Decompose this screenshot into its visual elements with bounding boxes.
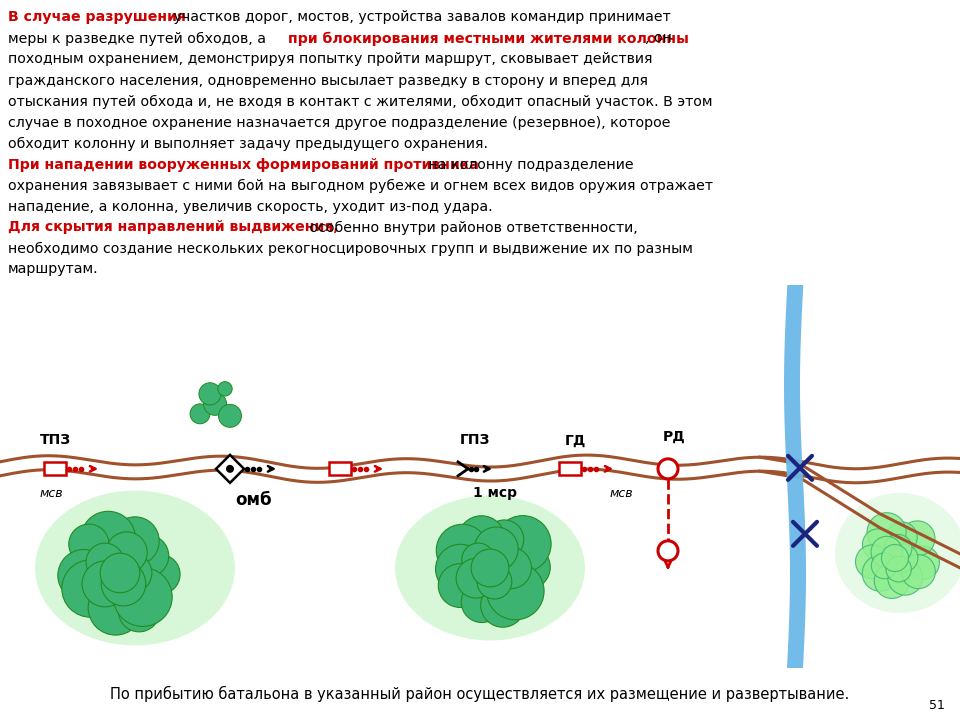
Text: 51: 51 <box>929 699 945 712</box>
Circle shape <box>219 405 242 427</box>
Text: В случае разрушения: В случае разрушения <box>8 11 186 24</box>
Circle shape <box>658 459 678 479</box>
Circle shape <box>658 541 678 561</box>
Text: ГПЗ: ГПЗ <box>460 433 491 447</box>
Circle shape <box>474 527 518 571</box>
Text: обходит колонну и выполняет задачу предыдущего охранения.: обходит колонну и выполняет задачу преды… <box>8 137 488 150</box>
Ellipse shape <box>395 495 585 641</box>
Circle shape <box>436 544 485 594</box>
Circle shape <box>471 549 509 587</box>
Bar <box>329 462 351 475</box>
Text: мсв: мсв <box>610 487 634 500</box>
Circle shape <box>218 382 232 396</box>
Text: маршрутам.: маршрутам. <box>8 263 99 276</box>
Circle shape <box>481 583 525 627</box>
Circle shape <box>69 524 109 564</box>
Circle shape <box>436 524 489 576</box>
Circle shape <box>58 549 109 601</box>
Circle shape <box>458 516 505 563</box>
Circle shape <box>100 553 140 593</box>
Circle shape <box>490 547 532 589</box>
Circle shape <box>111 517 159 565</box>
Text: особенно внутри районов ответственности,: особенно внутри районов ответственности, <box>305 220 638 235</box>
Text: отыскания путей обхода и, не входя в контакт с жителями, обходит опасный участок: отыскания путей обхода и, не входя в кон… <box>8 94 712 109</box>
Circle shape <box>867 513 906 552</box>
Circle shape <box>140 554 180 594</box>
Ellipse shape <box>35 490 235 646</box>
Circle shape <box>127 535 169 577</box>
Circle shape <box>106 532 147 573</box>
Circle shape <box>888 560 923 595</box>
Circle shape <box>886 557 911 582</box>
Bar <box>559 462 581 475</box>
Circle shape <box>118 590 159 632</box>
Circle shape <box>881 544 908 572</box>
Text: При нападении вооруженных формирований противника: При нападении вооруженных формирований п… <box>8 158 479 171</box>
Text: мсв: мсв <box>40 487 63 500</box>
Circle shape <box>204 392 227 415</box>
Circle shape <box>886 522 917 553</box>
Polygon shape <box>216 455 244 483</box>
Circle shape <box>477 564 512 599</box>
Text: на колонну подразделение: на колонну подразделение <box>424 158 635 171</box>
Circle shape <box>113 567 172 626</box>
Circle shape <box>112 553 152 593</box>
Circle shape <box>862 555 899 591</box>
Circle shape <box>487 562 544 620</box>
Circle shape <box>88 580 143 635</box>
Text: РД: РД <box>663 430 685 444</box>
Circle shape <box>494 516 551 572</box>
Text: гражданского населения, одновременно высылает разведку в сторону и вперед для: гражданского населения, одновременно выс… <box>8 73 648 88</box>
Text: ТПЗ: ТПЗ <box>40 433 71 447</box>
Circle shape <box>456 558 495 598</box>
Text: ГД: ГД <box>565 433 587 447</box>
Text: при блокирования местными жителями колонны: при блокирования местными жителями колон… <box>289 32 689 46</box>
Text: , он: , он <box>645 32 672 45</box>
Circle shape <box>862 528 894 560</box>
Text: походным охранением, демонстрируя попытку пройти маршрут, сковывает действия: походным охранением, демонстрируя попытк… <box>8 53 653 66</box>
Circle shape <box>461 582 502 623</box>
Circle shape <box>901 554 935 589</box>
Circle shape <box>82 561 128 607</box>
Circle shape <box>855 545 889 579</box>
Circle shape <box>199 383 221 405</box>
Circle shape <box>871 536 902 567</box>
Circle shape <box>875 563 909 598</box>
Text: Для скрытия направлений выдвижения,: Для скрытия направлений выдвижения, <box>8 220 339 235</box>
Circle shape <box>872 553 898 579</box>
Circle shape <box>506 545 550 589</box>
Text: участков дорог, мостов, устройства завалов командир принимает: участков дорог, мостов, устройства завал… <box>170 11 671 24</box>
Text: случае в походное охранение назначается другое подразделение (резервное), которо: случае в походное охранение назначается … <box>8 115 670 130</box>
Circle shape <box>101 562 146 606</box>
Circle shape <box>190 404 210 424</box>
Circle shape <box>890 544 918 572</box>
Polygon shape <box>784 285 806 668</box>
Text: омб: омб <box>235 491 272 509</box>
Text: необходимо создание нескольких рекогносцировочных групп и выдвижение их по разны: необходимо создание нескольких рекогносц… <box>8 241 693 256</box>
Text: 1 мср: 1 мср <box>473 486 517 500</box>
Text: нападение, а колонна, увеличив скорость, уходит из-под удара.: нападение, а колонна, увеличив скорость,… <box>8 199 492 214</box>
Circle shape <box>462 543 494 576</box>
Text: охранения завязывает с ними бой на выгодном рубеже и огнем всех видов оружия отр: охранения завязывает с ними бой на выгод… <box>8 179 713 192</box>
Text: меры к разведке путей обходов, а: меры к разведке путей обходов, а <box>8 32 271 45</box>
Circle shape <box>900 521 935 556</box>
Circle shape <box>81 511 135 566</box>
Circle shape <box>439 564 482 608</box>
Bar <box>44 462 66 475</box>
Circle shape <box>884 534 912 562</box>
Ellipse shape <box>835 493 960 613</box>
Circle shape <box>226 465 234 473</box>
Circle shape <box>485 520 524 559</box>
Circle shape <box>86 543 124 581</box>
Circle shape <box>61 560 119 617</box>
Text: По прибытию батальона в указанный район осуществляется их размещение и развертыв: По прибытию батальона в указанный район … <box>110 686 850 702</box>
Circle shape <box>906 546 940 580</box>
